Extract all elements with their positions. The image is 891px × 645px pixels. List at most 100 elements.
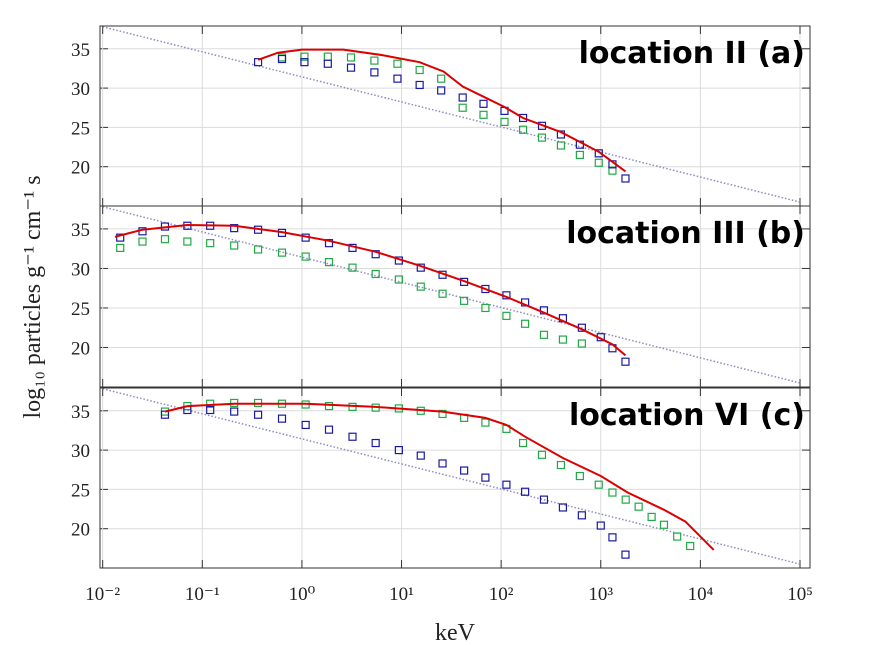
square-marker — [558, 503, 568, 512]
square-marker — [481, 418, 490, 427]
square-marker — [438, 289, 447, 298]
square-marker — [394, 445, 403, 455]
y-tick-label: 30 — [71, 441, 90, 462]
square-marker — [556, 141, 566, 150]
y-tick-label: 25 — [71, 299, 90, 320]
square-marker — [138, 237, 147, 246]
square-marker — [277, 248, 287, 257]
square-marker — [518, 438, 528, 448]
square-marker — [437, 74, 446, 83]
square-marker — [116, 233, 125, 242]
square-marker — [160, 235, 170, 244]
square-marker — [438, 409, 447, 419]
square-marker — [230, 241, 239, 250]
square-marker — [537, 450, 547, 459]
square-marker — [300, 52, 309, 61]
panel-title: location VI (c) — [569, 398, 805, 433]
x-axis-label: keV — [435, 620, 476, 645]
square-marker — [594, 480, 603, 489]
square-marker — [324, 401, 334, 411]
square-marker — [393, 59, 402, 68]
square-marker — [416, 282, 425, 291]
y-tick-label: 30 — [71, 259, 90, 280]
square-marker — [621, 357, 630, 366]
square-marker — [370, 68, 379, 77]
square-marker — [300, 58, 309, 67]
square-marker — [371, 438, 380, 448]
y-tick-label: 25 — [71, 480, 90, 501]
square-marker — [301, 252, 310, 261]
square-marker — [348, 432, 357, 441]
square-marker — [348, 263, 357, 272]
square-marker — [394, 275, 403, 284]
square-marker — [608, 488, 617, 497]
y-tick-label: 20 — [71, 338, 90, 359]
square-marker — [537, 133, 547, 142]
square-marker — [608, 533, 617, 542]
square-marker — [647, 512, 656, 522]
square-marker — [577, 511, 586, 520]
square-marker — [253, 58, 263, 67]
square-marker — [502, 480, 511, 489]
square-marker — [277, 54, 287, 64]
square-marker — [253, 245, 263, 254]
square-marker — [458, 93, 467, 102]
square-marker — [371, 269, 380, 279]
x-tick-label: 10⁻² — [85, 584, 120, 605]
square-marker — [539, 495, 549, 504]
panel-frame — [99, 205, 811, 388]
square-marker — [621, 495, 630, 504]
square-marker — [324, 239, 334, 248]
square-marker — [416, 451, 425, 460]
x-tick-label: 10⁴ — [688, 584, 714, 605]
square-marker — [594, 158, 603, 167]
y-tick-label: 35 — [71, 402, 90, 423]
square-marker — [230, 224, 239, 233]
y-tick-label: 30 — [71, 79, 90, 100]
series-line — [102, 206, 801, 384]
square-marker — [621, 550, 630, 559]
y-tick-label: 35 — [71, 40, 90, 61]
x-tick-label: 10⁵ — [787, 584, 813, 605]
square-marker — [277, 414, 287, 423]
square-marker — [253, 410, 263, 419]
panel-title: location III (b) — [566, 216, 805, 251]
square-marker — [393, 74, 402, 83]
square-marker — [481, 303, 490, 313]
square-marker — [230, 407, 239, 416]
square-marker — [521, 487, 530, 496]
square-marker — [206, 399, 215, 408]
square-marker — [686, 541, 695, 551]
panel-frame — [99, 387, 811, 569]
square-marker — [577, 339, 586, 348]
x-tick-label: 10³ — [588, 584, 613, 605]
y-tick-label: 20 — [71, 520, 90, 541]
square-marker — [539, 330, 549, 339]
square-marker — [301, 420, 310, 430]
series-line — [257, 48, 627, 173]
square-marker — [481, 284, 490, 294]
square-marker — [415, 65, 424, 75]
square-marker — [558, 335, 568, 344]
square-marker — [556, 460, 566, 470]
square-marker — [500, 117, 509, 126]
square-marker — [346, 63, 356, 72]
square-marker — [206, 239, 215, 248]
square-marker — [371, 250, 380, 259]
y-tick-label: 35 — [71, 220, 90, 241]
square-marker — [438, 459, 447, 468]
square-marker — [206, 405, 215, 415]
square-marker — [183, 237, 192, 246]
x-tick-label: 10¹ — [389, 584, 414, 605]
square-marker — [323, 59, 332, 68]
square-marker — [659, 520, 669, 529]
square-marker — [518, 113, 528, 123]
square-marker — [415, 80, 424, 90]
series-line — [102, 388, 801, 565]
x-tick-label: 10⁻¹ — [185, 584, 220, 605]
square-marker — [437, 86, 446, 95]
series-line — [114, 223, 627, 357]
square-marker — [479, 110, 488, 119]
square-marker — [346, 53, 356, 62]
